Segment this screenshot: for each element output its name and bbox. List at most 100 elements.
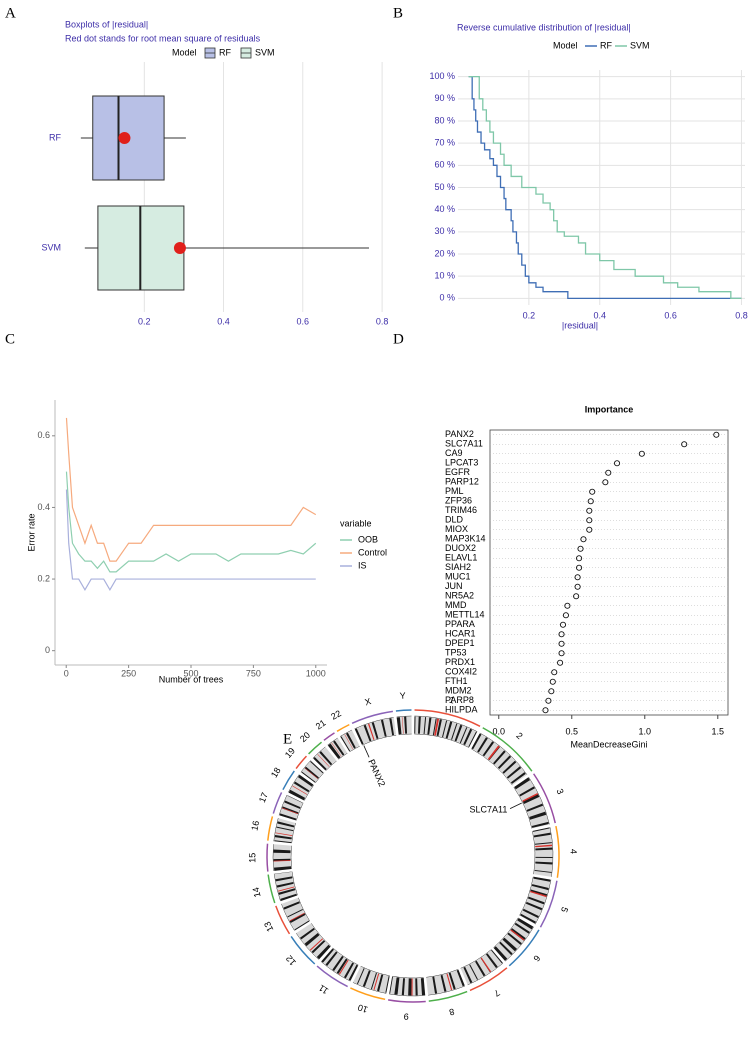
chromosome-track (295, 755, 308, 769)
chromosome-outline (532, 830, 536, 875)
chromosome-track (555, 825, 560, 878)
dot (548, 688, 555, 695)
chromosome-track (351, 710, 393, 725)
dot (573, 593, 580, 600)
y-tick-label: SVM (41, 242, 61, 252)
chromosome-label: 22 (329, 708, 343, 722)
dot (576, 564, 583, 571)
y-tick-label: 0 % (439, 293, 455, 303)
x-tick-label: 0.6 (664, 310, 677, 320)
chromosome-label: 21 (314, 718, 328, 732)
category-label: PARP8 (445, 695, 474, 705)
chromosome-track (508, 929, 540, 967)
dot (574, 574, 581, 581)
y-tick-label: 0 (45, 645, 50, 655)
chromosome-outline (528, 776, 550, 825)
panel-label: C (5, 331, 15, 347)
category-label: MAP3K14 (445, 534, 486, 544)
chromosome-track (266, 843, 269, 872)
chromosome-label: X (364, 696, 373, 707)
chromosome-label: 20 (298, 730, 312, 744)
x-tick-label: 0.8 (735, 310, 748, 320)
chromosome-outline (288, 774, 300, 793)
x-tick-label: 1.5 (712, 726, 725, 736)
dot (559, 621, 567, 628)
category-label: JUN (445, 581, 463, 591)
chromosome-hotspot (309, 938, 324, 951)
chromosome-label: 17 (257, 791, 270, 804)
y-tick-label: 70 % (434, 138, 455, 148)
chromosome-bands (288, 774, 314, 801)
chromosome-label: 18 (269, 766, 283, 780)
y-tick-label: 10 % (434, 271, 455, 281)
panel-label: B (393, 5, 403, 21)
chromosome-outline (392, 975, 424, 979)
chromosome (273, 844, 292, 871)
chromosome-bands (493, 917, 534, 961)
x-tick-label: 0.4 (593, 310, 606, 320)
chromosome-bands (414, 716, 478, 748)
chromosome-label: 6 (531, 953, 542, 963)
gene-label: SLC7A11 (470, 804, 508, 814)
y-tick-label: 30 % (434, 226, 455, 236)
chromosome-bands (353, 966, 390, 993)
dot (558, 650, 565, 657)
chromosome-outline (479, 732, 528, 775)
chromosome-bands (279, 795, 303, 821)
dot (577, 545, 584, 552)
category-label: PANX2 (445, 429, 474, 439)
chart-title: Boxplots of |residual| (65, 19, 148, 29)
chromosome-track (323, 732, 335, 741)
chromosome-track (539, 880, 558, 928)
chromosome-track (267, 816, 274, 841)
chromosome-outline (361, 734, 397, 746)
legend-label: OOB (358, 534, 378, 544)
chromosome-outline (396, 715, 412, 718)
chromosome-outline (505, 926, 534, 962)
y-axis-label: Error rate (26, 513, 36, 551)
chromosome-label: 10 (357, 1002, 370, 1015)
x-tick-label: 1000 (306, 668, 326, 678)
plot-frame (489, 429, 729, 716)
dot (545, 697, 552, 704)
category-label: MDM2 (445, 686, 472, 696)
x-tick-label: 1.0 (639, 726, 652, 736)
legend-label: RF (219, 47, 231, 57)
x-axis-label: Number of trees (159, 674, 224, 684)
chromosome-outline (278, 794, 288, 816)
chromosome-outline (296, 802, 304, 821)
legend-label: Control (358, 547, 387, 557)
legend-label: SVM (255, 47, 275, 57)
chromosome-outline (414, 733, 470, 748)
chromosome-outline (272, 844, 275, 871)
legend-title: variable (340, 518, 372, 528)
x-tick-label: 0.6 (297, 316, 310, 326)
line (65, 471, 317, 573)
category-label: HILPDA (445, 705, 478, 715)
chromosome-outline (340, 729, 353, 737)
x-tick-label: 0 (64, 668, 69, 678)
chromosome-bands (301, 760, 324, 783)
chromosome-outline (360, 965, 390, 976)
chromosome-track (275, 905, 291, 935)
y-tick-label: 90 % (434, 93, 455, 103)
category-label: MUC1 (445, 572, 471, 582)
chromosome-outline (460, 949, 492, 969)
category-label: PARP12 (445, 477, 479, 487)
x-tick-label: 0.4 (217, 316, 230, 326)
chromosome-outline (312, 746, 326, 759)
chromosome-track (350, 987, 386, 1001)
dot (562, 612, 569, 619)
chromosome-label: 4 (568, 849, 578, 854)
dot (576, 555, 583, 562)
chromosome-hotspot (522, 793, 539, 802)
chromosome-bands (313, 747, 337, 771)
y-tick-label: 50 % (434, 182, 455, 192)
legend-label: IS (358, 560, 367, 570)
chromosome-label: 16 (249, 820, 261, 832)
dot (586, 517, 593, 524)
line (65, 417, 317, 562)
chromosome-outline (513, 787, 533, 829)
y-tick-label: 40 % (434, 204, 455, 214)
